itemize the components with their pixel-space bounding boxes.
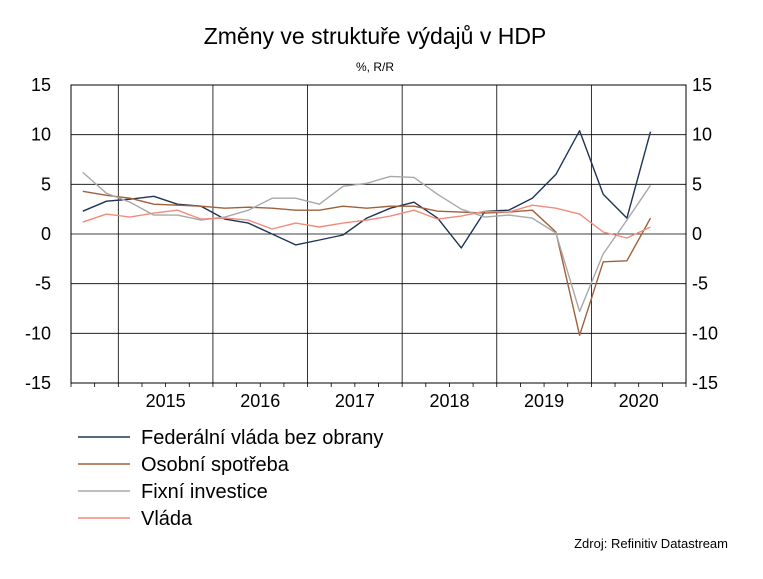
y-tick-label-right: 5 <box>692 174 702 194</box>
y-tick-label-left: -5 <box>35 274 51 294</box>
legend-label: Federální vláda bez obrany <box>141 427 383 449</box>
source-note: Zdroj: Refinitiv Datastream <box>574 536 728 551</box>
y-tick-label-left: 15 <box>31 75 51 95</box>
series-line-1 <box>82 130 652 249</box>
legend-label: Fixní investice <box>141 481 268 503</box>
x-tick-label: 2018 <box>429 391 469 411</box>
series-line-3 <box>82 171 652 313</box>
y-tick-label-right: -5 <box>692 274 708 294</box>
y-tick-label-left: -15 <box>25 373 51 393</box>
y-tick-label-left: -10 <box>25 323 51 343</box>
legend-label: Vláda <box>141 508 193 530</box>
y-tick-label-right: 10 <box>692 125 712 145</box>
y-tick-label-right: 15 <box>692 75 712 95</box>
y-tick-label-right: -10 <box>692 323 718 343</box>
legend-label: Osobní spotřeba <box>141 454 290 476</box>
y-tick-label-right: -15 <box>692 373 718 393</box>
x-tick-label: 2017 <box>335 391 375 411</box>
x-tick-label: 2015 <box>146 391 186 411</box>
x-tick-label: 2019 <box>524 391 564 411</box>
x-tick-label: 2020 <box>619 391 659 411</box>
series-lines <box>82 130 652 336</box>
chart-title: Změny ve struktuře výdajů v HDP <box>204 23 547 49</box>
series-line-2 <box>82 190 652 336</box>
x-tick-label: 2016 <box>240 391 280 411</box>
legend: Federální vláda bez obrany Osobní spotřeb… <box>78 427 383 530</box>
axes: 15 15 10 10 5 5 0 0 -5 -5 -10 -10 -15 -15 2015 2016 2017… <box>25 75 718 411</box>
y-tick-label-right: 0 <box>692 224 702 244</box>
y-tick-label-left: 5 <box>41 174 51 194</box>
y-tick-label-left: 10 <box>31 125 51 145</box>
chart-subtitle: %, R/R <box>356 60 394 74</box>
series-line-4 <box>82 204 651 239</box>
grid <box>71 84 687 384</box>
y-tick-label-left: 0 <box>41 224 51 244</box>
